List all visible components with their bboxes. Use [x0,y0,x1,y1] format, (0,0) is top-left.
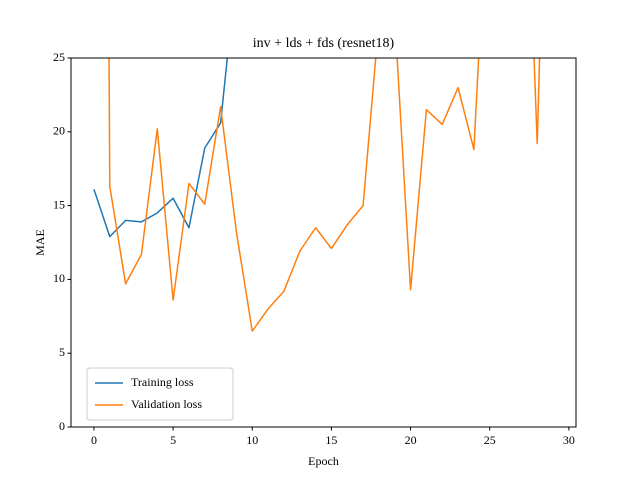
x-tick-label: 25 [484,433,496,447]
y-tick-label: 25 [53,50,65,64]
y-tick-label: 15 [53,197,65,211]
x-tick-label: 15 [325,433,337,447]
axes-frame [70,57,577,428]
x-axis-label: Epoch [308,454,339,468]
legend-box [86,367,234,421]
y-axis-label: MAE [33,229,47,256]
y-tick-label: 10 [53,271,65,285]
legend-label: Training loss [131,375,194,389]
x-tick-label: 0 [91,433,97,447]
plot-area [93,58,541,332]
x-tick-label: 5 [170,433,176,447]
legend-label: Validation loss [131,397,202,411]
series-line [108,58,541,332]
y-tick-label: 0 [59,419,65,433]
y-tick-label: 20 [53,124,65,138]
chart-title: inv + lds + fds (resnet18) [253,36,395,51]
x-tick-label: 20 [405,433,417,447]
x-tick-label: 30 [563,433,575,447]
series-line [93,58,229,238]
x-tick-label: 10 [246,433,258,447]
y-tick-label: 5 [59,345,65,359]
